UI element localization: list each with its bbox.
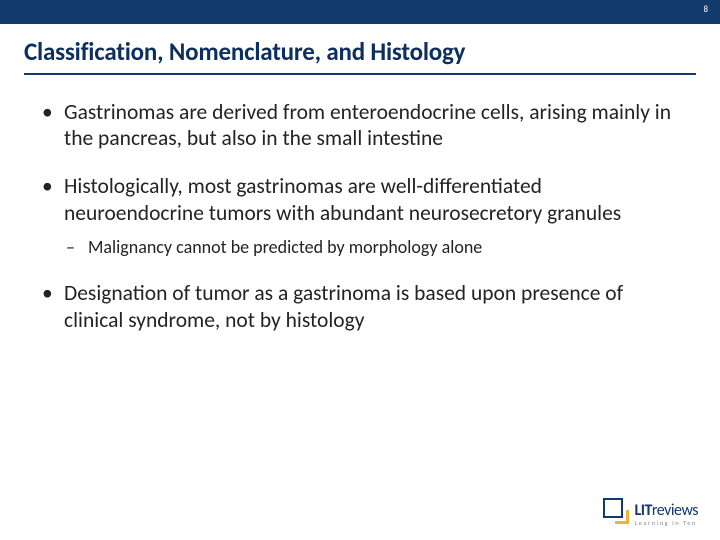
bullet-item: •Histologically, most gastrinomas are we… — [42, 173, 678, 225]
header-bar: 8 — [0, 0, 720, 24]
sub-bullet-item: –Malignancy cannot be predicted by morph… — [66, 236, 678, 259]
slide-content: •Gastrinomas are derived from enteroendo… — [0, 75, 720, 333]
sub-bullet-text: Malignancy cannot be predicted by morpho… — [88, 236, 678, 259]
slide-title: Classification, Nomenclature, and Histol… — [0, 24, 720, 73]
page-number: 8 — [703, 4, 708, 15]
bullet-text: Designation of tumor as a gastrinoma is … — [64, 280, 678, 332]
bullet-item: •Designation of tumor as a gastrinoma is… — [42, 280, 678, 332]
logo-mark-icon — [601, 496, 631, 526]
bullet-text: Histologically, most gastrinomas are wel… — [64, 173, 678, 225]
logo-brand: LITreviews — [634, 503, 698, 519]
bullet-text: Gastrinomas are derived from enteroendoc… — [64, 99, 678, 151]
logo: LITreviews Learning In Ten — [601, 496, 698, 526]
bullet-dot-icon: • — [42, 280, 64, 332]
bullet-dot-icon: • — [42, 99, 64, 151]
bullet-dot-icon: • — [42, 173, 64, 225]
logo-tagline: Learning In Ten — [634, 520, 698, 527]
bullet-item: •Gastrinomas are derived from enteroendo… — [42, 99, 678, 151]
logo-text: LITreviews Learning In Ten — [634, 503, 698, 527]
sub-bullet-dash-icon: – — [66, 236, 88, 259]
